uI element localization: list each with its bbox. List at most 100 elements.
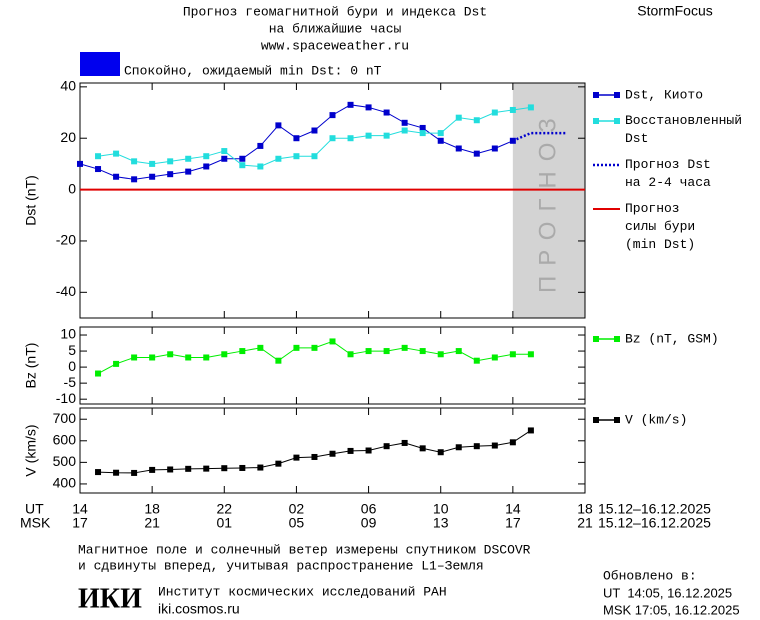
y-axis-label: Bz (nT) [23, 343, 39, 389]
x-tick-label-msk: 09 [361, 515, 377, 531]
marker [311, 453, 318, 460]
legend-marker [614, 92, 620, 98]
y-tick-label: 20 [60, 129, 76, 145]
series-line [79, 104, 514, 180]
legend-marker [593, 92, 599, 98]
legend-label: Dst, Киото [625, 87, 703, 102]
marker [149, 160, 156, 167]
marker [275, 155, 282, 162]
marker [131, 176, 138, 183]
marker [113, 173, 120, 180]
x-tick-label: 02 [289, 501, 305, 517]
marker [419, 124, 426, 131]
marker [221, 155, 228, 162]
x-tick-label: 18 [577, 501, 593, 517]
x-tick-label: 10 [433, 501, 449, 517]
marker [347, 135, 354, 142]
ut-range: 15.12–16.12.2025 [598, 501, 711, 517]
marker [95, 153, 102, 160]
marker [185, 465, 192, 472]
legend-marker [593, 118, 599, 124]
marker [491, 442, 498, 449]
status-box [80, 52, 120, 76]
marker [437, 130, 444, 137]
marker [509, 351, 516, 358]
logo: ИКИ [78, 583, 142, 614]
marker [383, 132, 390, 139]
y-tick-label: 5 [68, 342, 76, 358]
y-tick-label: 700 [53, 410, 77, 426]
series-line [512, 131, 567, 142]
y-tick-label: -10 [56, 390, 76, 406]
marker [95, 166, 102, 173]
marker [203, 163, 210, 170]
marker [509, 106, 516, 113]
x-tick-label-msk: 21 [577, 515, 593, 531]
y-tick-label: 10 [60, 326, 76, 342]
marker [185, 155, 192, 162]
marker [275, 357, 282, 364]
site: iki.cosmos.ru [158, 601, 240, 617]
marker [329, 135, 336, 142]
marker [383, 443, 390, 450]
y-tick-label: -5 [64, 374, 77, 390]
marker [437, 351, 444, 358]
institute: Институт космических исследований РАН [158, 584, 447, 599]
marker [149, 173, 156, 180]
marker [221, 351, 228, 358]
marker [383, 109, 390, 116]
status-text: Спокойно, ожидаемый min Dst: 0 nT [124, 63, 382, 78]
plot-frame [79, 82, 586, 319]
y-tick-label: 600 [53, 431, 77, 447]
updated: Обновлено в: [603, 568, 697, 583]
marker [239, 162, 246, 169]
x-tick-label: 14 [72, 501, 88, 517]
marker [347, 101, 354, 108]
marker [311, 344, 318, 351]
marker [491, 109, 498, 116]
marker [473, 443, 480, 450]
marker [419, 130, 426, 137]
x-tick-label: 18 [144, 501, 160, 517]
y-axis-label: Dst (nT) [23, 175, 39, 226]
y-tick-label: -40 [56, 283, 76, 299]
marker [167, 351, 174, 358]
marker [221, 465, 228, 472]
marker [473, 150, 480, 157]
legend-label: V (km/s) [625, 412, 687, 427]
marker [401, 119, 408, 126]
forecast-band [512, 83, 585, 318]
marker [131, 354, 138, 361]
marker [365, 447, 372, 454]
marker [401, 344, 408, 351]
marker [239, 348, 246, 355]
title: Прогноз геомагнитной бури и индекса Dst [183, 4, 487, 19]
subtitle: на ближайшие часы [269, 21, 402, 36]
marker [329, 112, 336, 119]
marker [239, 464, 246, 471]
x-tick-label-msk: 01 [216, 515, 232, 531]
marker [365, 348, 372, 355]
legend-marker [593, 417, 599, 423]
legend-marker [614, 336, 620, 342]
plot-frame [79, 326, 586, 405]
y-tick-label: 0 [68, 180, 76, 196]
y-tick-label: 400 [53, 475, 77, 491]
y-axis-label: V (km/s) [23, 424, 39, 476]
y-tick-label: -20 [56, 232, 76, 248]
y-tick-label: 0 [68, 358, 76, 374]
marker [329, 338, 336, 345]
marker [347, 351, 354, 358]
series-line [98, 430, 532, 474]
marker [257, 344, 264, 351]
legend-label: Прогноз силы бури (min Dst) [625, 201, 695, 252]
marker [437, 449, 444, 456]
marker [365, 104, 372, 111]
marker [455, 114, 462, 121]
marker [113, 469, 120, 476]
marker [491, 354, 498, 361]
marker [401, 127, 408, 134]
marker [167, 171, 174, 178]
marker [221, 148, 228, 155]
